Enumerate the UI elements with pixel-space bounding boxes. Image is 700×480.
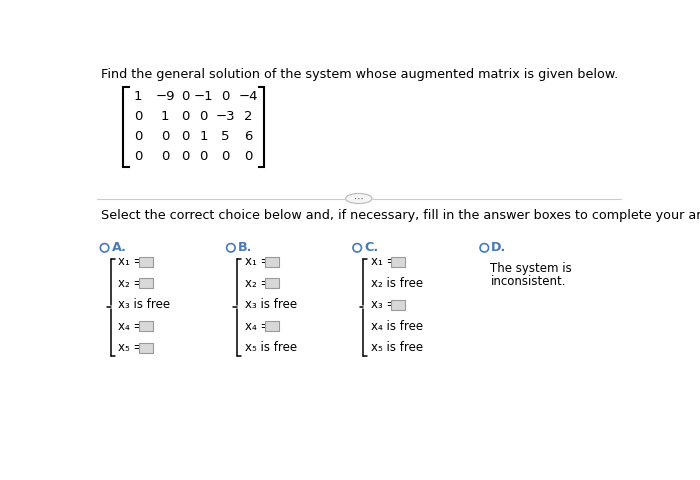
Text: x₄ is free: x₄ is free xyxy=(371,320,424,333)
Text: 0: 0 xyxy=(181,131,189,144)
Text: x₂ =: x₂ = xyxy=(245,276,270,290)
Text: 0: 0 xyxy=(181,110,189,123)
FancyBboxPatch shape xyxy=(139,343,153,353)
Text: −1: −1 xyxy=(194,90,214,103)
Text: 0: 0 xyxy=(199,110,208,123)
FancyBboxPatch shape xyxy=(265,278,279,288)
Text: x₁ =: x₁ = xyxy=(118,255,144,268)
Text: −4: −4 xyxy=(239,90,258,103)
Text: x₅ =: x₅ = xyxy=(118,341,144,354)
Text: 0: 0 xyxy=(134,150,142,163)
Text: 0: 0 xyxy=(244,150,253,163)
Text: −9: −9 xyxy=(155,90,175,103)
FancyBboxPatch shape xyxy=(139,321,153,331)
Text: x₅ is free: x₅ is free xyxy=(245,341,297,354)
Text: Find the general solution of the system whose augmented matrix is given below.: Find the general solution of the system … xyxy=(102,68,619,82)
Text: 5: 5 xyxy=(221,131,230,144)
FancyBboxPatch shape xyxy=(265,257,279,267)
Text: C.: C. xyxy=(364,241,378,254)
FancyBboxPatch shape xyxy=(391,300,405,310)
Text: x₃ is free: x₃ is free xyxy=(118,298,171,311)
Text: 0: 0 xyxy=(181,150,189,163)
Text: 1: 1 xyxy=(134,90,142,103)
Ellipse shape xyxy=(346,193,372,204)
Text: 2: 2 xyxy=(244,110,253,123)
Text: Select the correct choice below and, if necessary, fill in the answer boxes to c: Select the correct choice below and, if … xyxy=(102,208,700,222)
Text: x₄ =: x₄ = xyxy=(118,320,144,333)
FancyBboxPatch shape xyxy=(391,257,405,267)
FancyBboxPatch shape xyxy=(139,257,153,267)
Text: 0: 0 xyxy=(221,90,230,103)
Text: x₃ is free: x₃ is free xyxy=(245,298,297,311)
Text: 0: 0 xyxy=(181,90,189,103)
Text: A.: A. xyxy=(111,241,127,254)
Text: inconsistent.: inconsistent. xyxy=(491,275,566,288)
Text: −3: −3 xyxy=(216,110,235,123)
Text: 0: 0 xyxy=(134,131,142,144)
Text: D.: D. xyxy=(491,241,507,254)
Text: The system is: The system is xyxy=(491,262,573,275)
FancyBboxPatch shape xyxy=(265,321,279,331)
Text: x₁ =: x₁ = xyxy=(371,255,397,268)
Text: 0: 0 xyxy=(221,150,230,163)
Text: x₅ is free: x₅ is free xyxy=(371,341,424,354)
Text: 1: 1 xyxy=(161,110,169,123)
Text: x₃ =: x₃ = xyxy=(371,298,396,311)
Text: 0: 0 xyxy=(199,150,208,163)
Text: x₄ =: x₄ = xyxy=(245,320,270,333)
Text: 0: 0 xyxy=(161,150,169,163)
FancyBboxPatch shape xyxy=(139,278,153,288)
Text: x₂ =: x₂ = xyxy=(118,276,144,290)
Text: B.: B. xyxy=(238,241,252,254)
Text: 6: 6 xyxy=(244,131,253,144)
Text: ⋯: ⋯ xyxy=(354,193,363,204)
Text: 0: 0 xyxy=(161,131,169,144)
Text: 0: 0 xyxy=(134,110,142,123)
Text: 1: 1 xyxy=(199,131,208,144)
Text: x₁ =: x₁ = xyxy=(245,255,270,268)
Text: x₂ is free: x₂ is free xyxy=(371,276,424,290)
